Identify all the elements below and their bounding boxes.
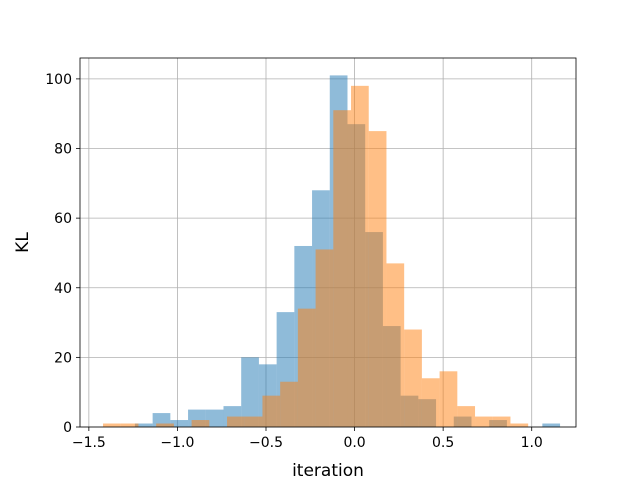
bars: [103, 75, 561, 428]
x-tick-label: −1.0: [160, 435, 194, 451]
histogram-bar-series-1: [241, 357, 259, 427]
histogram-bar-series-2: [156, 423, 174, 427]
histogram-bar-series-2: [386, 263, 405, 427]
histogram-bar-series-2: [492, 416, 511, 427]
histogram-bar-series-2: [351, 85, 369, 427]
histogram-bar-series-2: [262, 395, 281, 427]
histogram-bar-series-2: [227, 416, 245, 427]
histogram-bar-series-2: [120, 423, 139, 427]
histogram-bar-series-2: [244, 416, 263, 427]
x-tick-label: 1.0: [521, 435, 543, 451]
y-tick-label: 80: [54, 142, 72, 158]
histogram-bar-series-2: [510, 423, 529, 427]
x-axis-label: iteration: [292, 461, 364, 480]
histogram-bar-series-2: [457, 406, 476, 427]
histogram-bar-series-1: [205, 409, 224, 427]
histogram-bar-series-2: [368, 131, 387, 428]
y-tick-label: 100: [45, 72, 72, 88]
histogram-bar-series-2: [439, 371, 458, 427]
histogram-bar-series-2: [103, 423, 121, 427]
x-tick-label: 0.0: [343, 435, 365, 451]
y-tick-label: 60: [54, 211, 72, 227]
y-tick-label: 40: [54, 281, 72, 297]
histogram-bar-series-2: [475, 416, 493, 427]
x-tick-label: 0.5: [432, 435, 454, 451]
histogram-bar-series-2: [421, 378, 440, 427]
histogram-bar-series-2: [333, 110, 352, 427]
histogram-bar-series-2: [191, 420, 210, 427]
y-tick-label: 20: [54, 350, 72, 366]
y-tick-label: 0: [63, 420, 72, 436]
y-axis-label: KL: [13, 232, 33, 253]
x-tick-label: −0.5: [249, 435, 283, 451]
histogram-bar-series-1: [542, 423, 561, 427]
x-tick-label: −1.5: [72, 435, 106, 451]
histogram-bar-series-1: [170, 420, 189, 427]
histogram-bar-series-2: [315, 249, 334, 427]
histogram-bar-series-2: [404, 329, 422, 427]
plot-frame: [79, 57, 577, 428]
histogram-bar-series-2: [280, 381, 298, 427]
histogram-bar-series-2: [297, 308, 316, 427]
ticks: −1.5 −1.0 −0.5 0.0 0.5 1.0 0 20 40 60 80 100: [45, 72, 543, 451]
histogram-bar-series-1: [134, 423, 153, 427]
